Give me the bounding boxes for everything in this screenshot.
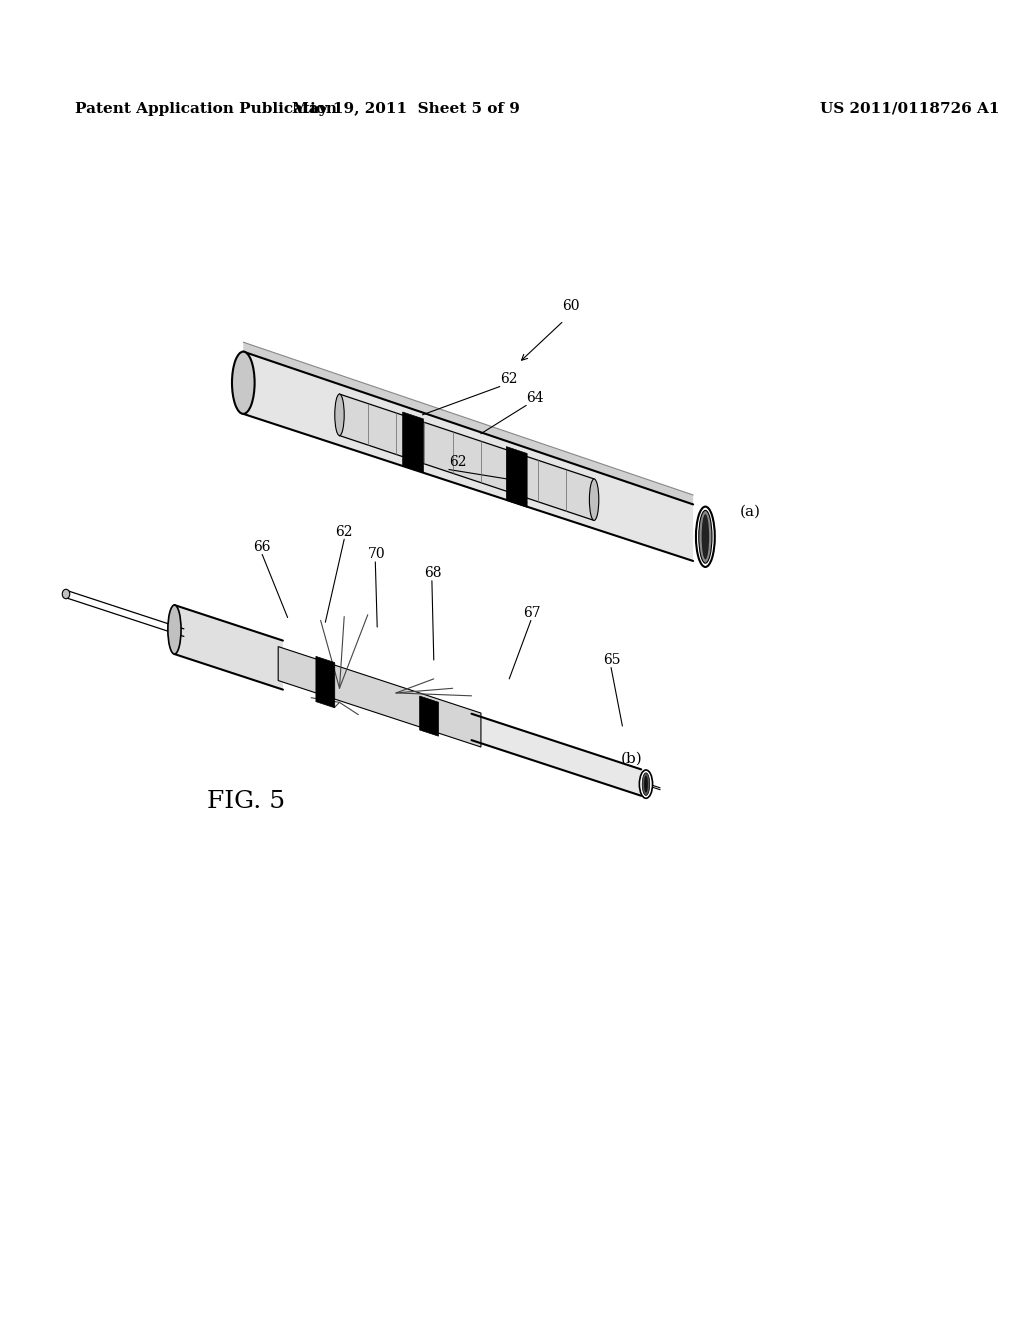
Text: (b): (b) <box>621 752 642 766</box>
Ellipse shape <box>590 479 599 520</box>
Polygon shape <box>471 714 641 796</box>
Polygon shape <box>340 395 594 520</box>
Ellipse shape <box>642 772 650 796</box>
Ellipse shape <box>232 351 255 414</box>
Text: 70: 70 <box>368 548 385 561</box>
Polygon shape <box>402 412 423 473</box>
Ellipse shape <box>698 511 712 564</box>
Text: 68: 68 <box>424 566 441 581</box>
Text: (a): (a) <box>739 506 760 519</box>
Text: 62: 62 <box>335 525 352 539</box>
Polygon shape <box>420 696 438 737</box>
Polygon shape <box>174 605 283 689</box>
Text: 67: 67 <box>523 606 541 620</box>
Text: FIG. 5: FIG. 5 <box>208 789 286 813</box>
Text: 62: 62 <box>500 372 517 385</box>
Polygon shape <box>244 342 693 504</box>
Ellipse shape <box>62 589 70 599</box>
Ellipse shape <box>335 395 344 436</box>
Text: 60: 60 <box>562 300 580 313</box>
Text: 65: 65 <box>603 653 621 667</box>
Polygon shape <box>316 656 335 708</box>
Text: 64: 64 <box>526 391 544 405</box>
Ellipse shape <box>696 507 715 568</box>
Polygon shape <box>507 446 527 507</box>
Ellipse shape <box>639 770 652 799</box>
Ellipse shape <box>701 515 710 560</box>
Ellipse shape <box>644 776 648 792</box>
Text: 62: 62 <box>449 455 466 469</box>
Polygon shape <box>244 351 693 561</box>
Text: May 19, 2011  Sheet 5 of 9: May 19, 2011 Sheet 5 of 9 <box>292 102 519 116</box>
Ellipse shape <box>168 605 181 655</box>
Text: Patent Application Publication: Patent Application Publication <box>76 102 338 116</box>
Text: US 2011/0118726 A1: US 2011/0118726 A1 <box>820 102 999 116</box>
Text: 66: 66 <box>253 540 270 554</box>
Polygon shape <box>279 647 481 747</box>
